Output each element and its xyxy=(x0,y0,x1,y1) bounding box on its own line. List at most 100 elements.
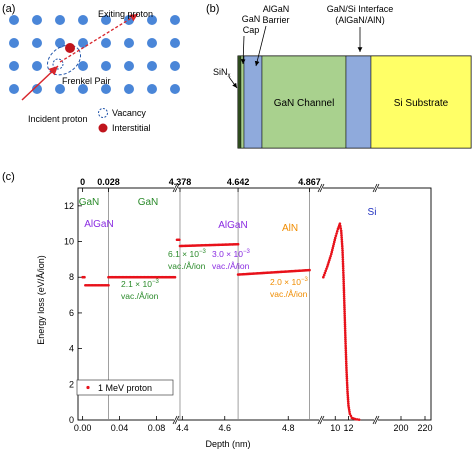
sinx-arrow xyxy=(228,76,238,89)
legend-box xyxy=(76,379,174,396)
data-point xyxy=(342,295,346,298)
lattice-atom xyxy=(32,84,42,94)
data-point xyxy=(344,359,348,363)
axis-break-mark xyxy=(174,183,180,193)
data-point xyxy=(342,293,346,296)
data-point xyxy=(343,310,346,313)
data-point xyxy=(344,338,347,341)
data-point xyxy=(344,362,348,365)
lattice-atom xyxy=(124,38,134,48)
top-tick-label: 4.642 xyxy=(227,177,250,187)
data-point xyxy=(344,348,348,352)
y-tick-label: 4 xyxy=(69,344,74,354)
data-point xyxy=(334,234,338,238)
legend-interstitial-icon xyxy=(98,123,108,133)
annotation-3-unit: vac./Å/ion xyxy=(212,261,250,271)
data-point xyxy=(325,267,328,270)
data-point xyxy=(343,331,347,335)
data-point xyxy=(342,282,346,285)
x-tick-label: 220 xyxy=(417,423,432,433)
data-point xyxy=(343,318,347,322)
axis-break-mark xyxy=(372,183,378,193)
algan-arrow xyxy=(254,25,267,67)
data-point xyxy=(343,312,346,315)
data-point xyxy=(348,412,352,416)
layer-algan-barrier xyxy=(243,55,263,149)
lattice-atom xyxy=(9,38,19,48)
data-point xyxy=(342,278,345,281)
data-point xyxy=(333,238,337,242)
data-point xyxy=(346,392,349,395)
data-point xyxy=(341,255,345,259)
data-point xyxy=(343,329,347,333)
y-tick-label: 0 xyxy=(69,415,74,425)
legend-marker xyxy=(86,385,90,390)
data-point xyxy=(345,364,348,367)
lattice-atom xyxy=(124,61,134,71)
interface-label-2: (AlGaN/AlN) xyxy=(335,15,385,25)
lattice-atom xyxy=(9,84,19,94)
data-point xyxy=(340,244,344,248)
x-tick-label: 0.04 xyxy=(111,423,129,433)
annotation-3-value: 3.0 × 10−3 xyxy=(212,249,250,259)
lattice-atom xyxy=(78,84,88,94)
data-point xyxy=(327,261,330,264)
lattice-atom xyxy=(55,15,65,25)
data-point xyxy=(342,280,345,283)
data-point xyxy=(345,375,349,378)
data-point xyxy=(341,260,345,263)
data-point xyxy=(323,271,327,275)
data-point xyxy=(329,254,332,258)
data-point xyxy=(330,248,334,252)
data-point xyxy=(342,297,346,300)
algan-label-2: Barrier xyxy=(262,15,289,25)
axis-break-mark xyxy=(172,415,178,425)
top-tick-label: 0 xyxy=(80,177,85,187)
lattice-atom xyxy=(147,15,157,25)
data-point xyxy=(341,251,344,254)
data-point xyxy=(343,325,347,328)
data-point xyxy=(343,308,346,311)
data-point xyxy=(343,327,347,330)
gan-cap-label-1: GaN xyxy=(242,14,261,24)
data-point xyxy=(324,269,328,273)
annotation-1-value: 2.1 × 10−3 xyxy=(121,279,159,289)
data-point xyxy=(342,271,345,275)
axis-break-mask-top xyxy=(374,184,378,192)
lattice-atom xyxy=(170,61,180,71)
data-point xyxy=(333,236,337,240)
data-point xyxy=(344,344,347,348)
x-tick-label: 12 xyxy=(343,423,353,433)
lattice-atom xyxy=(78,15,88,25)
lattice-atom xyxy=(124,84,134,94)
data-point xyxy=(340,231,343,235)
data-point xyxy=(173,275,177,279)
data-point xyxy=(330,250,334,254)
region-gan-cap: GaN xyxy=(79,197,100,208)
sinx-label: SiNx xyxy=(213,67,231,79)
data-point xyxy=(344,346,348,350)
x-tick-label: 4.8 xyxy=(282,423,295,433)
axis-break-mark xyxy=(319,415,325,425)
data-point xyxy=(347,408,351,412)
axis-break-mark xyxy=(317,183,323,193)
lattice-atom xyxy=(170,38,180,48)
y-axis-title: Energy loss (eV/Å/ion) xyxy=(36,255,46,345)
axis-break-mask-top xyxy=(174,184,178,192)
data-point xyxy=(346,394,350,397)
data-point xyxy=(346,396,350,399)
data-point xyxy=(339,224,342,228)
data-point xyxy=(332,242,336,246)
data-point xyxy=(339,227,343,230)
lattice-atom xyxy=(101,38,111,48)
data-point xyxy=(326,265,329,268)
legend-label: 1 MeV proton xyxy=(98,383,152,393)
algan-label-1: AlGaN xyxy=(263,4,290,14)
data-point xyxy=(343,316,347,320)
data-point xyxy=(345,368,348,372)
data-point xyxy=(347,406,351,410)
data-point xyxy=(345,366,348,370)
region-gan-channel: GaN xyxy=(138,197,159,208)
data-point xyxy=(343,303,346,307)
axis-break-mark xyxy=(374,183,380,193)
